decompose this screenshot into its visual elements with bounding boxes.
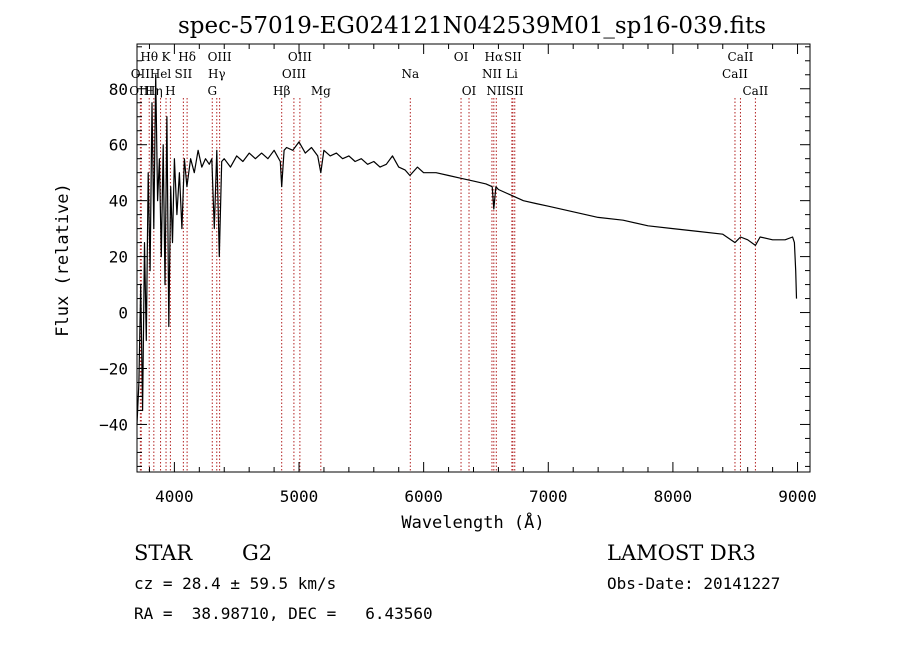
series-group <box>136 74 798 425</box>
y-tick-label-80: 80 <box>109 80 128 99</box>
line-marker-label-12: OIII <box>288 50 312 64</box>
y-tick-label-60: 60 <box>109 136 128 155</box>
line-marker-label-2: OIII <box>129 84 153 98</box>
y-axis-label: Flux (relative) <box>53 183 73 337</box>
line-marker-label-20: NII <box>482 67 502 81</box>
line-marker-label-27: CaII <box>742 84 768 98</box>
line-marker-label-8: Hδ <box>178 50 196 64</box>
x-axis-label: Wavelength (Å) <box>401 511 544 533</box>
y-tick-label--20: −20 <box>99 359 128 378</box>
line-marker-label-11: G <box>207 84 217 98</box>
line-marker-label-16: Na <box>401 67 419 81</box>
series-line-flux <box>136 74 798 425</box>
line-marker-label-13: OIII <box>282 67 306 81</box>
line-marker-label-21: NII <box>486 84 506 98</box>
line-marker-label-15: Mg <box>311 84 331 98</box>
x-tick-label-7000: 7000 <box>529 487 568 506</box>
line-marker-label-3: K <box>162 50 172 64</box>
line-marker-label-0: Hθ <box>140 50 158 64</box>
plot-frame <box>136 43 811 473</box>
redshift-velocity: cz = 28.4 ± 59.5 km/s <box>134 574 336 593</box>
line-marker-label-5: Hη <box>145 84 163 98</box>
line-marker-label-24: SII <box>506 84 524 98</box>
x-tick-label-4000: 4000 <box>155 487 194 506</box>
line-marker-label-7: H <box>165 84 175 98</box>
x-tick-label-8000: 8000 <box>654 487 693 506</box>
x-tick-label-6000: 6000 <box>404 487 443 506</box>
line-marker-label-23: Li <box>506 67 518 81</box>
line-marker-label-19: Hα <box>485 50 504 64</box>
line-marker-label-18: OI <box>462 84 477 98</box>
line-marker-label-14: Hβ <box>273 84 290 98</box>
y-tick-label-40: 40 <box>109 192 128 211</box>
y-tick-label-0: 0 <box>118 304 128 323</box>
line-marker-label-17: OI <box>454 50 469 64</box>
line-marker-label-1: OII <box>131 67 151 81</box>
line-marker-label-9: OIII <box>208 50 232 64</box>
line-marker-label-6: SII <box>175 67 193 81</box>
y-tick-label-20: 20 <box>109 248 128 267</box>
chart-title: spec-57019-EG024121N042539M01_sp16-039.f… <box>178 13 766 39</box>
line-marker-label-25: CaII <box>728 50 754 64</box>
object-subclass: G2 <box>242 541 272 565</box>
line-marker-label-4: Hel <box>150 67 172 81</box>
y-tick-label--40: −40 <box>99 415 128 434</box>
survey-name: LAMOST DR3 <box>607 541 756 565</box>
x-tick-label-9000: 9000 <box>778 487 817 506</box>
line-marker-label-26: CaII <box>722 67 748 81</box>
x-tick-label-5000: 5000 <box>280 487 319 506</box>
axis-ticks: 4000 5000 6000 7000 8000 9000 −40 −20 0 20 40 60 80 <box>99 44 817 506</box>
line-marker-label-22: SII <box>504 50 522 64</box>
line-marker-label-10: Hγ <box>208 67 226 81</box>
coordinates: RA = 38.98710, DEC = 6.43560 <box>134 604 433 623</box>
object-class: STAR <box>134 541 193 565</box>
observation-date: Obs-Date: 20141227 <box>607 574 780 593</box>
